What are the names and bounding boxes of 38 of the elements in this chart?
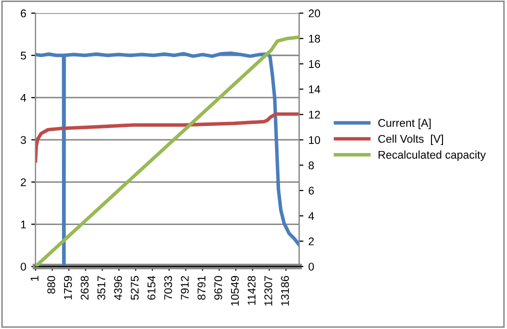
x-tick-label: 9670 [214, 276, 222, 300]
x-tick-label: 6154 [147, 276, 156, 300]
y2-tick-label: 6 [308, 186, 314, 195]
x-tick-label: 11428 [248, 276, 256, 305]
x-tick-label: 3517 [97, 276, 106, 300]
x-tick-label: 12307 [264, 276, 272, 306]
y-tick-label: 2 [20, 178, 26, 186]
x-tick-label: 8791 [198, 276, 206, 300]
y-tick-label: 3 [20, 136, 26, 144]
x-tick-label: 2638 [80, 276, 89, 300]
x-tick-label: 10549 [230, 276, 239, 306]
y2-tick-label: 14 [309, 86, 320, 94]
y-tick-label: 5 [20, 52, 26, 60]
y2-tick-label: 18 [309, 34, 320, 43]
legend-label: Current [A] [378, 118, 431, 130]
y2-tick-label: 10 [309, 136, 320, 144]
x-tick-label: 4396 [114, 276, 122, 300]
x-tick-label: 13186 [281, 276, 289, 306]
y-tick-label: 0 [20, 262, 26, 271]
line-series [35, 112, 300, 163]
y-tick-label: 4 [20, 94, 26, 102]
y-tick-label: 1 [21, 220, 26, 228]
legend-label: Cell Volts [V] [378, 134, 443, 146]
legend-label: Recalculated capacity [378, 150, 486, 161]
y2-tick-label: 2 [308, 237, 314, 246]
x-tick-label: 1 [30, 276, 38, 281]
y2-tick-label: 4 [308, 212, 314, 220]
x-tick-label: 5275 [130, 276, 139, 300]
x-tick-label: 7033 [164, 276, 172, 300]
x-tick-label: 1759 [64, 276, 72, 300]
y2-tick-label: 20 [308, 9, 320, 18]
y2-tick-label: 12 [309, 110, 320, 119]
x-tick-label: 7912 [180, 276, 189, 300]
y2-tick-label: 8 [308, 161, 314, 170]
x-tick-label: 880 [47, 276, 56, 294]
y2-tick-label: 16 [309, 60, 320, 68]
y-tick-label: 6 [20, 9, 26, 18]
y2-tick-label: 0 [308, 262, 314, 271]
